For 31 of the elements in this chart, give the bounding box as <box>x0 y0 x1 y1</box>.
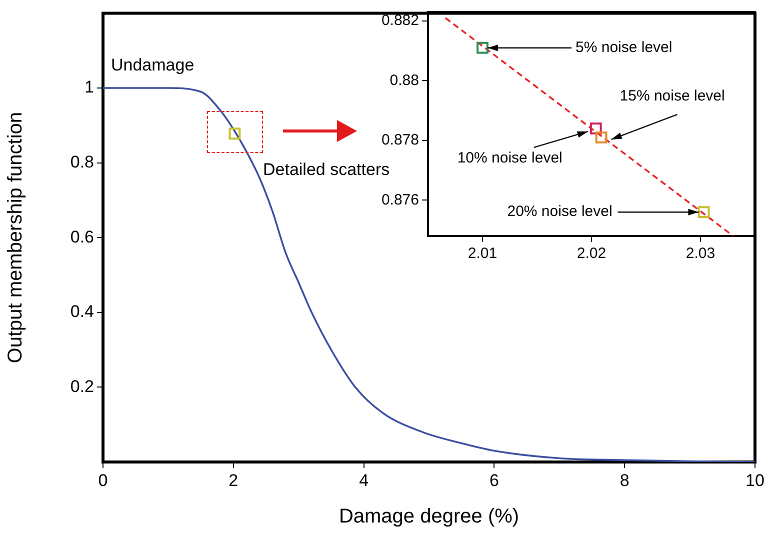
y-tick-label: 0.6 <box>70 227 94 246</box>
point <box>698 206 710 218</box>
x-tick-label: 2 <box>228 470 238 490</box>
annotation: 10% noise level <box>457 150 562 167</box>
x-tick-label: 2.03 <box>686 245 716 262</box>
x-tick-label: 4 <box>359 470 369 490</box>
annotation: 20% noise level <box>507 203 612 220</box>
annotation: Detailed scatters <box>263 160 390 179</box>
y-axis-title: Output membership function <box>4 112 27 364</box>
y-tick-label: 0.876 <box>381 191 419 208</box>
y-tick-label: 1 <box>84 78 94 97</box>
x-tick-label: 6 <box>489 470 499 490</box>
x-tick-label: 0 <box>98 470 108 490</box>
y-tick-label: 0.878 <box>381 132 419 149</box>
point <box>476 42 488 54</box>
annotation: 15% noise level <box>620 88 725 105</box>
x-tick-label: 10 <box>746 470 764 490</box>
y-tick-label: 0.2 <box>70 376 94 396</box>
line-series <box>103 87 755 462</box>
x-tick-label: 2.02 <box>576 245 606 262</box>
point <box>590 122 602 134</box>
annotation: 5% noise level <box>576 38 672 56</box>
y-tick-label: 0.88 <box>390 72 419 89</box>
y-tick-label: 0.882 <box>381 12 419 30</box>
point <box>595 131 608 144</box>
x-tick-label: 2.01 <box>468 245 498 262</box>
annotation: Undamage <box>111 56 194 75</box>
y-tick-label: 0.8 <box>70 152 94 172</box>
x-tick-label: 8 <box>620 470 630 490</box>
x-axis-title: Damage degree (%) <box>338 506 520 528</box>
y-tick-label: 0.4 <box>70 302 94 322</box>
